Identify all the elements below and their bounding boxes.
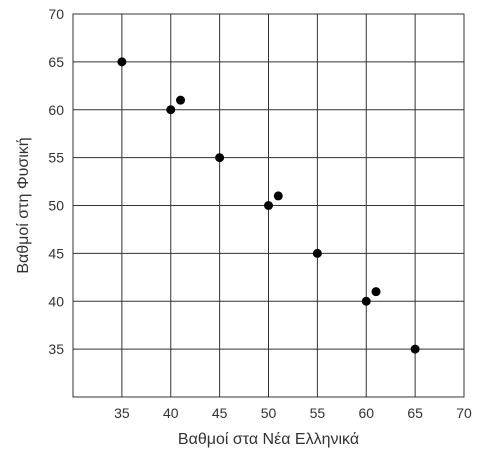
data-point <box>371 287 381 297</box>
x-tick-label: 55 <box>310 405 326 421</box>
data-point <box>312 248 322 258</box>
x-axis-title: Βαθμοί στα Νέα Ελληνικά <box>178 431 359 448</box>
y-axis-title: Βαθμοί στη Φυσική <box>15 137 32 273</box>
y-tick-label: 70 <box>48 6 64 22</box>
x-tick-label: 70 <box>456 405 472 421</box>
x-tick-label: 65 <box>407 405 423 421</box>
y-tick-label: 40 <box>48 293 64 309</box>
x-tick-label: 40 <box>163 405 179 421</box>
data-point <box>410 344 420 354</box>
data-point <box>273 191 283 201</box>
data-point <box>361 296 371 306</box>
x-tick-labels: 35 40 45 50 55 60 65 70 <box>114 405 472 421</box>
x-tick-label: 60 <box>358 405 374 421</box>
y-tick-label: 45 <box>48 245 64 261</box>
x-tick-label: 35 <box>114 405 130 421</box>
x-tick-label: 50 <box>261 405 277 421</box>
y-tick-label: 55 <box>48 150 64 166</box>
data-points <box>117 57 420 354</box>
y-tick-labels: 35 40 45 50 55 60 65 70 <box>48 6 64 357</box>
data-point <box>215 153 225 163</box>
data-point <box>166 105 176 115</box>
y-tick-label: 60 <box>48 102 64 118</box>
grid <box>73 13 465 397</box>
x-tick-label: 45 <box>212 405 228 421</box>
data-point <box>117 57 127 67</box>
data-point <box>264 201 273 210</box>
y-tick-label: 65 <box>48 54 64 70</box>
y-tick-label: 50 <box>48 198 64 214</box>
data-point <box>176 95 186 105</box>
plot-frame <box>72 13 465 398</box>
y-tick-label: 35 <box>48 341 64 357</box>
